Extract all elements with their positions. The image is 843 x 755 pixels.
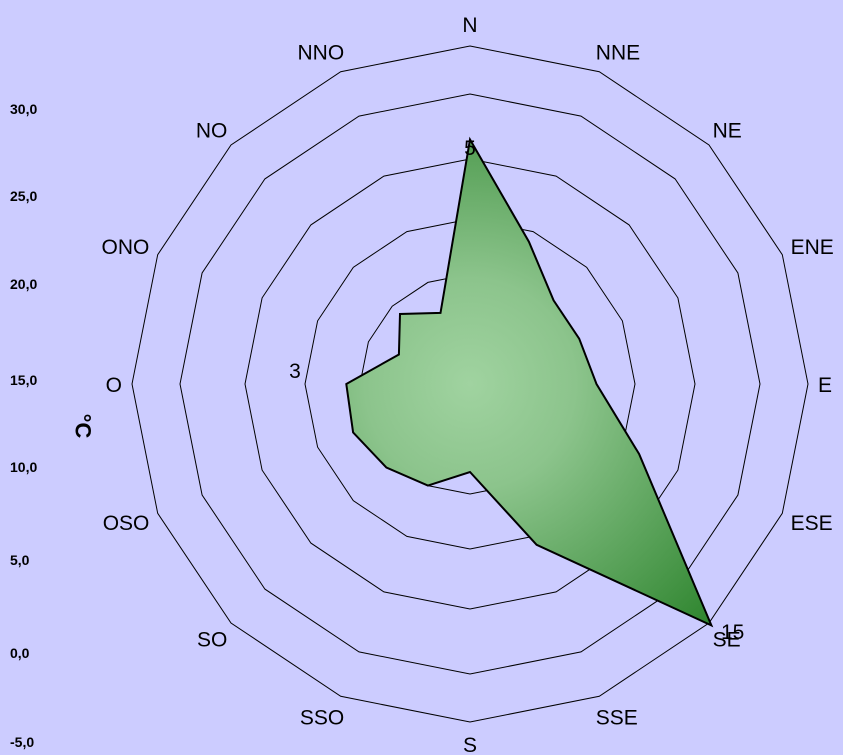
y-tick-label: -5,0 — [10, 735, 34, 749]
category-label-ono: ONO — [102, 236, 150, 259]
category-label-sso: SSO — [300, 707, 344, 730]
category-label-ene: ENE — [791, 236, 834, 259]
data-area-layer — [346, 140, 711, 626]
y-tick-label: 15,0 — [10, 373, 37, 387]
category-label-e: E — [818, 374, 832, 397]
category-label-o: O — [106, 374, 122, 397]
category-label-ese: ESE — [791, 512, 833, 535]
category-label-n: N — [462, 14, 477, 37]
category-label-nne: NNE — [596, 41, 640, 64]
category-label-ne: NE — [713, 119, 742, 142]
category-label-s: S — [463, 734, 477, 755]
ring-value-label: 15 — [721, 621, 744, 644]
ring-value-label: 5 — [464, 137, 476, 160]
category-label-oso: OSO — [103, 512, 150, 535]
y-tick-label: 5,0 — [10, 553, 29, 567]
category-label-no: NO — [196, 119, 228, 142]
y-tick-label: 0,0 — [10, 646, 29, 660]
category-label-sse: SSE — [596, 707, 638, 730]
category-label-nno: NNO — [298, 41, 345, 64]
y-tick-label: 30,0 — [10, 102, 37, 116]
category-label-so: SO — [197, 629, 227, 652]
data-area-series — [346, 140, 711, 626]
y-axis-title: °C — [69, 414, 95, 439]
y-tick-label: 25,0 — [10, 189, 37, 203]
y-tick-label: 10,0 — [10, 460, 37, 474]
ring-value-label: 3 — [289, 360, 301, 383]
y-tick-label: 20,0 — [10, 277, 37, 291]
